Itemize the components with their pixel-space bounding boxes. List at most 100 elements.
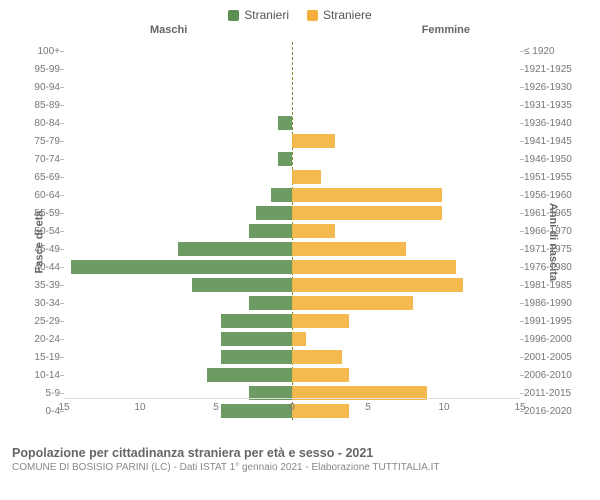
age-label: 95-99 — [16, 64, 60, 75]
birth-year-label: 1991-1995 — [524, 316, 590, 327]
age-row: 80-841936-1940 — [64, 114, 520, 132]
birth-year-label: 1946-1950 — [524, 154, 590, 165]
age-row: 30-341986-1990 — [64, 294, 520, 312]
age-label: 55-59 — [16, 208, 60, 219]
bar-female — [292, 224, 335, 238]
x-axis: 15105051015 — [64, 398, 520, 420]
age-label: 45-49 — [16, 244, 60, 255]
bar-female — [292, 314, 349, 328]
age-label: 5-9 — [16, 388, 60, 399]
age-label: 90-94 — [16, 82, 60, 93]
age-label: 65-69 — [16, 172, 60, 183]
bar-male — [71, 260, 292, 274]
age-label: 35-39 — [16, 280, 60, 291]
bar-male — [207, 368, 293, 382]
legend: Stranieri Straniere — [10, 8, 590, 22]
age-row: 40-441976-1980 — [64, 258, 520, 276]
bar-female — [292, 206, 442, 220]
bar-female — [292, 278, 463, 292]
age-label: 80-84 — [16, 118, 60, 129]
x-tick: 15 — [58, 402, 69, 413]
age-row: 60-641956-1960 — [64, 186, 520, 204]
x-tick: 15 — [514, 402, 525, 413]
grid-area: 100+≤ 192095-991921-192590-941926-193085… — [64, 42, 520, 420]
bar-male — [256, 206, 292, 220]
female-title: Femmine — [422, 24, 470, 36]
age-row: 100+≤ 1920 — [64, 42, 520, 60]
plot-area: Fasce di età Anni di nascita 100+≤ 19209… — [10, 42, 590, 442]
bar-female — [292, 368, 349, 382]
legend-item-male: Stranieri — [228, 8, 289, 22]
bar-male — [271, 188, 292, 202]
bar-male — [278, 152, 292, 166]
bar-female — [292, 134, 335, 148]
legend-item-female: Straniere — [307, 8, 372, 22]
age-label: 15-19 — [16, 352, 60, 363]
x-tick: 10 — [438, 402, 449, 413]
birth-year-label: 1941-1945 — [524, 136, 590, 147]
legend-label-female: Straniere — [323, 8, 372, 22]
birth-year-label: 1966-1970 — [524, 226, 590, 237]
age-row: 95-991921-1925 — [64, 60, 520, 78]
age-label: 20-24 — [16, 334, 60, 345]
birth-year-label: 1981-1985 — [524, 280, 590, 291]
birth-year-label: 1951-1955 — [524, 172, 590, 183]
bar-female — [292, 170, 321, 184]
birth-year-label: 2011-2015 — [524, 388, 590, 399]
age-row: 20-241996-2000 — [64, 330, 520, 348]
age-row: 55-591961-1965 — [64, 204, 520, 222]
legend-swatch-female — [307, 10, 318, 21]
birth-year-label: 1971-1975 — [524, 244, 590, 255]
age-label: 0-4 — [16, 406, 60, 417]
bar-female — [292, 260, 456, 274]
x-tick: 10 — [134, 402, 145, 413]
age-row: 65-691951-1955 — [64, 168, 520, 186]
birth-year-label: 2006-2010 — [524, 370, 590, 381]
age-row: 70-741946-1950 — [64, 150, 520, 168]
birth-year-label: 1996-2000 — [524, 334, 590, 345]
birth-year-label: 2016-2020 — [524, 406, 590, 417]
age-label: 100+ — [16, 46, 60, 57]
bar-male — [249, 224, 292, 238]
birth-year-label: 1961-1965 — [524, 208, 590, 219]
birth-year-label: 2001-2005 — [524, 352, 590, 363]
age-label: 40-44 — [16, 262, 60, 273]
male-title: Maschi — [150, 24, 187, 36]
birth-year-label: 1986-1990 — [524, 298, 590, 309]
x-tick: 5 — [365, 402, 371, 413]
age-row: 75-791941-1945 — [64, 132, 520, 150]
age-label: 75-79 — [16, 136, 60, 147]
age-label: 60-64 — [16, 190, 60, 201]
bar-male — [221, 314, 292, 328]
birth-year-label: 1921-1925 — [524, 64, 590, 75]
footer-title: Popolazione per cittadinanza straniera p… — [12, 446, 588, 460]
age-row: 25-291991-1995 — [64, 312, 520, 330]
bar-male — [192, 278, 292, 292]
gender-titles: Maschi Femmine — [10, 24, 590, 40]
bar-female — [292, 350, 342, 364]
bar-male — [178, 242, 292, 256]
footer-subtitle: COMUNE DI BOSISIO PARINI (LC) - Dati IST… — [12, 462, 588, 473]
age-label: 30-34 — [16, 298, 60, 309]
bar-male — [278, 116, 292, 130]
bar-female — [292, 242, 406, 256]
bar-male — [249, 296, 292, 310]
chart-footer: Popolazione per cittadinanza straniera p… — [10, 446, 590, 473]
bar-male — [221, 332, 292, 346]
age-label: 70-74 — [16, 154, 60, 165]
age-label: 10-14 — [16, 370, 60, 381]
bar-female — [292, 296, 413, 310]
birth-year-label: 1976-1980 — [524, 262, 590, 273]
age-row: 85-891931-1935 — [64, 96, 520, 114]
birth-year-label: 1931-1935 — [524, 100, 590, 111]
age-label: 50-54 — [16, 226, 60, 237]
age-row: 10-142006-2010 — [64, 366, 520, 384]
bar-female — [292, 188, 442, 202]
rows-container: 100+≤ 192095-991921-192590-941926-193085… — [64, 42, 520, 420]
age-row: 15-192001-2005 — [64, 348, 520, 366]
age-label: 25-29 — [16, 316, 60, 327]
x-tick: 5 — [213, 402, 219, 413]
birth-year-label: 1936-1940 — [524, 118, 590, 129]
bar-female — [292, 332, 306, 346]
bar-male — [221, 350, 292, 364]
